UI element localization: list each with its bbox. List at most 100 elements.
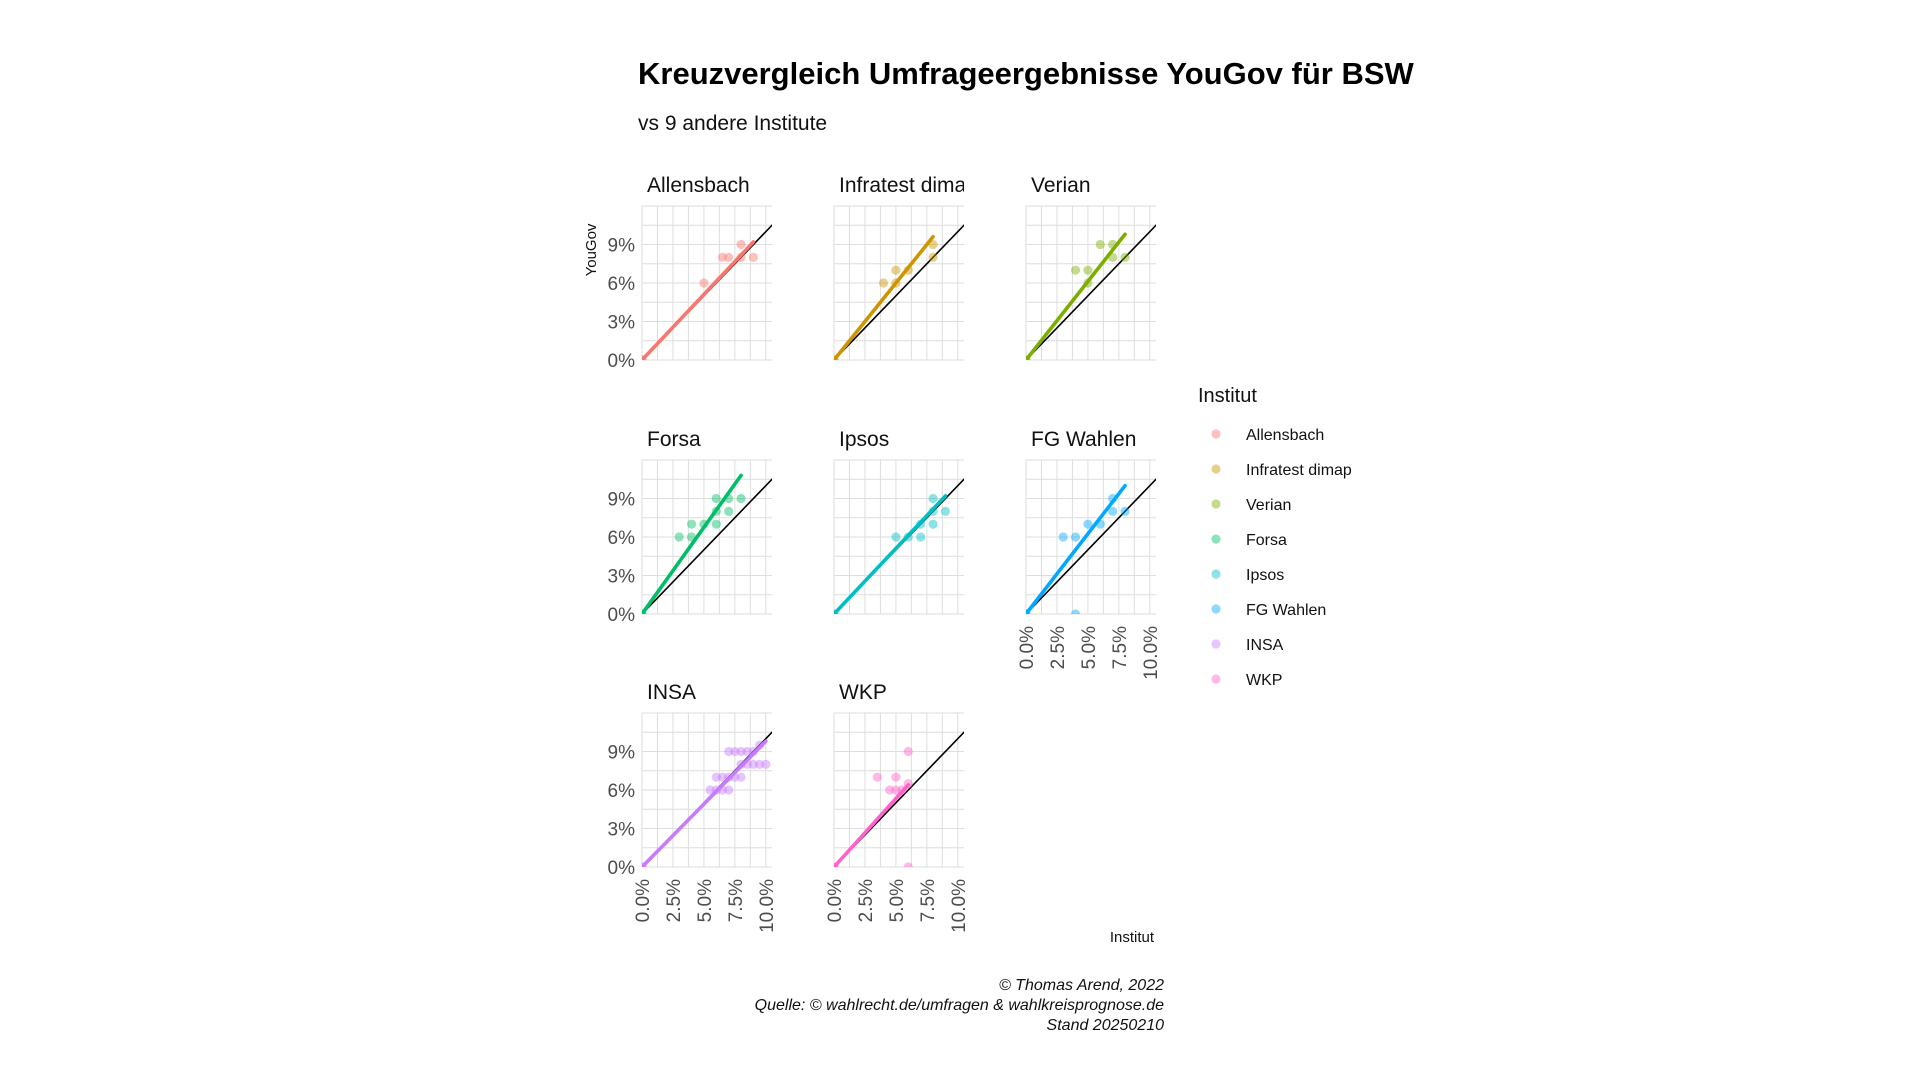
data-point — [642, 609, 647, 614]
x-axis-label: Institut — [1110, 929, 1155, 946]
data-point — [711, 519, 721, 529]
panel-strip-label: FG Wahlen — [1031, 428, 1136, 451]
data-point — [903, 746, 913, 757]
legend-item-forsa: Forsa — [1211, 532, 1287, 549]
data-point — [699, 519, 709, 529]
data-point — [724, 785, 734, 795]
data-point — [1026, 609, 1031, 614]
x-tick-label: 0.0% — [633, 879, 654, 922]
data-point — [872, 772, 882, 782]
data-point — [724, 772, 734, 782]
fit-line-insa — [642, 739, 768, 867]
panel-infratest-dimap: Infratest dimap — [833, 174, 964, 361]
data-point — [916, 532, 926, 542]
y-tick-label: 0% — [608, 351, 636, 372]
identity-line — [1026, 478, 1156, 614]
data-point — [897, 785, 907, 795]
data-point — [1108, 493, 1118, 504]
data-point — [1120, 252, 1130, 262]
legend-item-insa: INSA — [1211, 637, 1284, 654]
data-point — [878, 278, 889, 288]
data-point — [736, 252, 746, 262]
panel-strip-label: WKP — [839, 681, 887, 704]
legend-item-verian: Verian — [1211, 497, 1291, 514]
data-point — [903, 862, 913, 867]
legend-item-ipsos: Ipsos — [1211, 567, 1284, 584]
data-point — [736, 239, 746, 250]
legend-label: Infratest dimap — [1246, 462, 1352, 479]
data-point — [1026, 355, 1031, 360]
panel-grid — [641, 712, 772, 868]
data-point — [711, 506, 721, 516]
x-tick-label: 7.5% — [726, 879, 747, 922]
fit-line-verian — [1026, 232, 1127, 360]
data-point — [1058, 532, 1068, 542]
panel-grid — [833, 712, 964, 868]
data-point — [711, 772, 721, 782]
panel-fg-wahlen: FG Wahlen 0.0% 2.5% 5.0% 7.5% 10.0% — [1017, 428, 1162, 680]
data-point — [928, 239, 938, 250]
legend-item-wkp: WKP — [1211, 672, 1282, 689]
data-point — [642, 355, 647, 360]
legend-key — [1211, 569, 1221, 579]
caption-line: © Thomas Arend, 2022 — [999, 977, 1164, 994]
data-point — [642, 862, 647, 867]
data-point — [748, 746, 759, 757]
data-point — [891, 278, 901, 288]
panel-strip-label: Verian — [1031, 174, 1091, 197]
data-point — [903, 265, 913, 275]
facet-panels: Allensbach 0% 3% 6% 9% Infratest dimap Verian F… — [608, 174, 1162, 933]
y-tick-label: 3% — [608, 313, 636, 334]
data-point — [1083, 278, 1093, 288]
identity-line — [834, 224, 964, 360]
identity-line — [1026, 224, 1156, 360]
data-point — [834, 862, 839, 867]
data-point — [736, 493, 746, 504]
x-tick-label: 7.5% — [918, 879, 939, 922]
y-tick-label: 9% — [608, 743, 636, 764]
identity-line — [642, 478, 772, 614]
data-point — [724, 746, 734, 757]
legend-key — [1211, 639, 1221, 649]
panel-allensbach: Allensbach 0% 3% 6% 9% — [608, 174, 772, 372]
legend-label: Forsa — [1246, 532, 1287, 549]
data-point — [903, 532, 913, 542]
data-point — [642, 355, 647, 360]
legend-item-fg-wahlen: FG Wahlen — [1211, 602, 1326, 619]
y-tick-label: 3% — [608, 820, 636, 841]
data-point — [891, 785, 901, 795]
legend-key — [1211, 429, 1221, 439]
chart-title: Kreuzvergleich Umfrageergebnisse YouGov … — [638, 56, 1415, 91]
data-point — [834, 862, 839, 867]
data-point — [742, 759, 752, 769]
x-tick-label: 5.0% — [695, 879, 716, 922]
data-point — [755, 759, 765, 769]
data-point — [674, 532, 684, 542]
y-tick-label: 6% — [608, 781, 636, 802]
fit-line-allensbach — [642, 240, 756, 360]
x-tick-label: 2.5% — [664, 879, 685, 922]
data-point — [891, 532, 901, 542]
data-point — [642, 609, 647, 614]
data-point — [1026, 355, 1031, 360]
data-point — [755, 740, 765, 750]
panel-grid — [641, 459, 772, 615]
panel-strip-label: Ipsos — [839, 428, 889, 451]
data-point — [1120, 506, 1130, 516]
fit-line-ipsos — [834, 494, 948, 614]
data-point — [736, 759, 746, 769]
panel-forsa: Forsa 0% 3% 6% 9% — [608, 428, 772, 626]
y-tick-label: 0% — [608, 858, 636, 879]
data-point — [642, 862, 647, 867]
data-point — [928, 493, 938, 504]
data-point — [736, 772, 746, 782]
legend-label: Verian — [1246, 497, 1291, 514]
panel-strip-label: Allensbach — [647, 174, 750, 197]
data-point — [903, 778, 913, 789]
y-tick-label: 9% — [608, 490, 636, 511]
caption: © Thomas Arend, 2022 Quelle: © wahlrecht.… — [755, 977, 1164, 1034]
data-point — [928, 519, 938, 529]
data-point — [1108, 252, 1118, 262]
panel-insa: INSA 0% 3% 6% 9% 0.0% 2.5% 5.0% 7.5% 10.0% — [608, 681, 778, 933]
data-point — [834, 609, 839, 614]
